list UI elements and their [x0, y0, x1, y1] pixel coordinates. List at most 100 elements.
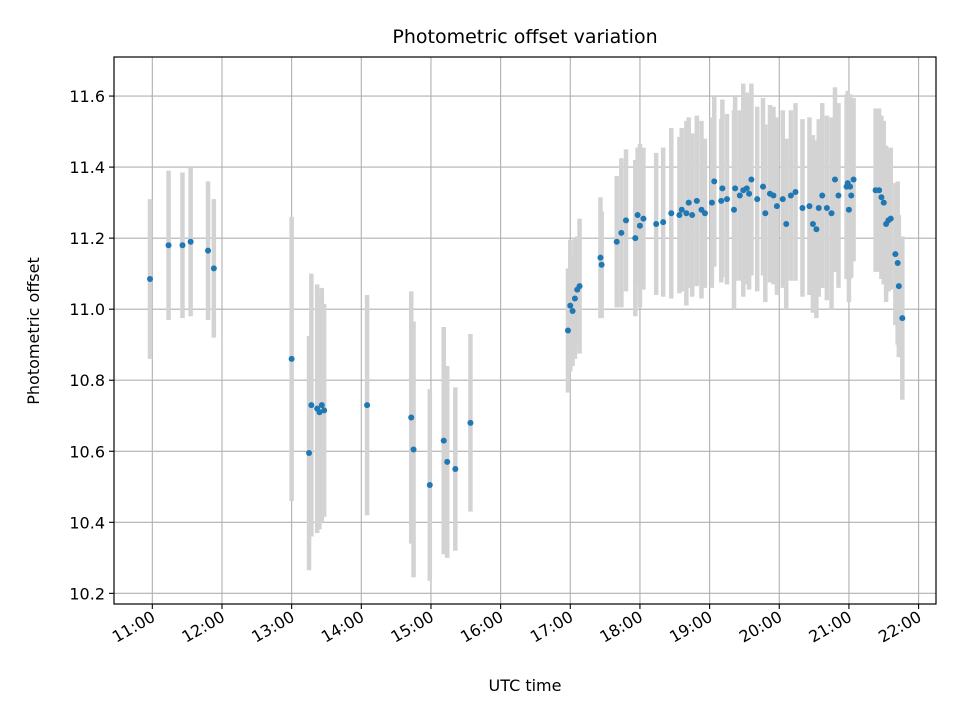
data-point — [683, 210, 690, 217]
y-tick-label: 11.6 — [69, 87, 105, 106]
data-point — [308, 402, 315, 409]
data-point — [732, 185, 739, 192]
data-point — [815, 204, 822, 211]
data-point — [678, 206, 685, 213]
plot-frame — [113, 56, 937, 605]
data-point — [711, 178, 718, 185]
data-point — [306, 450, 313, 457]
data-point — [878, 194, 885, 201]
data-point — [835, 192, 842, 199]
data-point — [831, 176, 838, 183]
y-tick-label: 10.8 — [69, 371, 105, 390]
data-point — [569, 307, 576, 314]
data-point — [848, 192, 855, 199]
data-point — [819, 192, 826, 199]
y-axis-label: Photometric offset — [24, 257, 43, 405]
data-point — [632, 235, 639, 242]
data-point — [894, 260, 901, 267]
data-point — [634, 212, 641, 219]
data-point — [321, 407, 328, 414]
data-point — [205, 247, 212, 254]
data-point — [892, 251, 899, 258]
data-point — [618, 229, 625, 236]
data-point — [719, 185, 726, 192]
data-points — [146, 176, 906, 489]
data-point — [567, 302, 574, 309]
data-point — [792, 188, 799, 195]
data-point — [668, 210, 675, 217]
y-tick-label: 10.2 — [69, 584, 105, 603]
data-point — [653, 220, 660, 227]
data-point — [779, 196, 786, 203]
data-point — [660, 219, 667, 226]
data-point — [762, 210, 769, 217]
data-point — [746, 190, 753, 197]
data-point — [598, 261, 605, 268]
y-tick-label: 11.4 — [69, 158, 105, 177]
data-point — [847, 183, 854, 190]
data-point — [316, 409, 323, 416]
data-point — [899, 315, 906, 322]
data-point — [773, 203, 780, 210]
data-point — [676, 212, 683, 219]
data-point — [809, 220, 816, 227]
data-point — [689, 212, 696, 219]
data-point — [597, 254, 604, 261]
data-point — [408, 414, 415, 421]
y-tick-label: 10.6 — [69, 442, 105, 461]
data-point — [760, 183, 767, 190]
data-point — [718, 197, 725, 204]
data-point — [754, 196, 761, 203]
data-point — [770, 192, 777, 199]
data-point — [613, 238, 620, 245]
data-point — [146, 275, 153, 282]
data-point — [701, 210, 708, 217]
y-tick-label: 11.0 — [69, 300, 105, 319]
data-point — [787, 192, 794, 199]
data-point — [440, 437, 447, 444]
y-tick-label: 10.4 — [69, 513, 105, 532]
data-point — [748, 176, 755, 183]
data-point — [876, 187, 883, 194]
data-point — [806, 203, 813, 210]
data-point — [288, 355, 295, 362]
data-point — [783, 220, 790, 227]
data-point — [444, 458, 451, 465]
data-point — [693, 197, 700, 204]
data-point — [640, 215, 647, 222]
data-point — [571, 295, 578, 302]
data-point — [576, 283, 583, 290]
data-point — [623, 217, 630, 224]
data-point — [850, 176, 857, 183]
data-point — [799, 204, 806, 211]
data-point — [426, 482, 433, 489]
data-point — [880, 199, 887, 206]
data-point — [685, 199, 692, 206]
data-point — [828, 210, 835, 217]
data-point — [813, 226, 820, 233]
data-point — [179, 242, 186, 249]
x-axis-label: UTC time — [489, 676, 562, 695]
data-point — [210, 265, 217, 272]
data-point — [636, 222, 643, 229]
chart-title: Photometric offset variation — [392, 26, 657, 48]
y-axis-ticks: 10.2 10.4 10.6 10.8 11.0 11.2 11.4 11.6 — [69, 87, 114, 603]
data-point — [364, 402, 371, 409]
data-point — [708, 199, 715, 206]
data-point — [187, 238, 194, 245]
data-point — [724, 196, 731, 203]
data-point — [730, 206, 737, 213]
data-point — [895, 283, 902, 290]
data-point — [823, 204, 830, 211]
data-point — [887, 215, 894, 222]
data-point — [452, 466, 459, 473]
data-point — [318, 402, 325, 409]
data-point — [736, 192, 743, 199]
data-point — [467, 419, 474, 426]
y-tick-label: 11.2 — [69, 229, 105, 248]
data-point — [165, 242, 172, 249]
data-point — [564, 327, 571, 334]
data-point — [845, 206, 852, 213]
